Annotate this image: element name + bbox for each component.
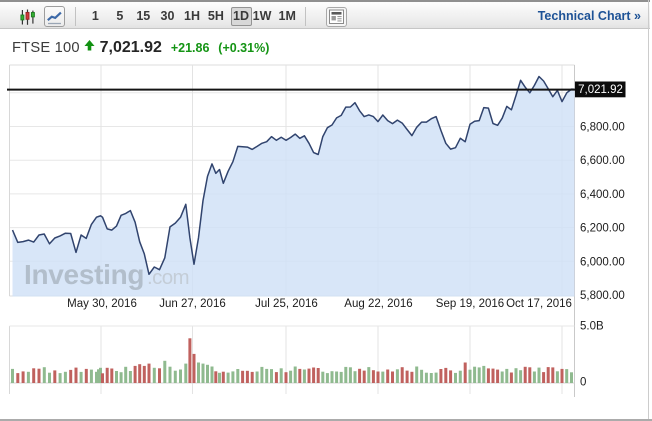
svg-text:Sep 19, 2016: Sep 19, 2016 <box>436 298 504 310</box>
svg-text:6,200.00: 6,200.00 <box>580 223 625 235</box>
svg-text:Jul 25, 2016: Jul 25, 2016 <box>255 298 318 310</box>
svg-text:5,800.00: 5,800.00 <box>580 290 625 302</box>
svg-text:6,400.00: 6,400.00 <box>580 189 625 201</box>
svg-text:6,600.00: 6,600.00 <box>580 155 625 167</box>
svg-text:Aug 22, 2016: Aug 22, 2016 <box>344 298 412 310</box>
svg-text:Oct 17, 2016: Oct 17, 2016 <box>506 298 572 310</box>
svg-text:6,000.00: 6,000.00 <box>580 256 625 268</box>
svg-text:Investing: Investing <box>24 259 144 290</box>
svg-text:5.0B: 5.0B <box>580 320 604 332</box>
svg-text:Jun 27, 2016: Jun 27, 2016 <box>159 298 226 310</box>
svg-text:May 30, 2016: May 30, 2016 <box>67 298 137 310</box>
svg-text:0: 0 <box>580 377 586 389</box>
svg-text:6,800.00: 6,800.00 <box>580 122 625 134</box>
svg-text:.com: .com <box>147 266 189 289</box>
svg-text:7,021.92: 7,021.92 <box>578 84 623 96</box>
